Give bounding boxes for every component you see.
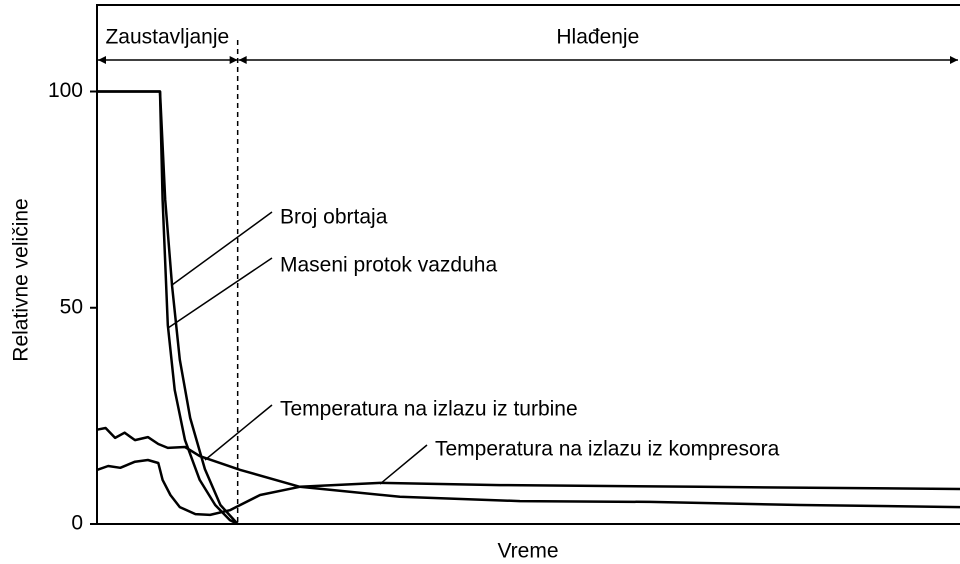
- series-label: Broj obrtaja: [280, 206, 388, 229]
- series-line: [96, 426, 960, 509]
- series-label: Temperatura na izlazu iz kompresora: [435, 438, 780, 461]
- plot-frame: [96, 4, 960, 525]
- leader-line: [167, 257, 273, 329]
- x-axis-label: Vreme: [497, 540, 558, 563]
- series-line: [97, 90, 239, 526]
- y-tick-label: 0: [71, 512, 83, 535]
- leader-line: [204, 404, 273, 461]
- y-tick-label: 50: [60, 295, 83, 318]
- leader-line: [379, 444, 428, 485]
- phase-label: Zaustavljanje: [105, 26, 229, 49]
- y-tick-label: 100: [48, 79, 83, 102]
- series-label: Maseni protok vazduha: [280, 254, 497, 277]
- series-label: Temperatura na izlazu iz turbine: [280, 398, 578, 421]
- series-line: [96, 458, 960, 517]
- y-axis-label: Relativne veličine: [10, 198, 33, 361]
- leader-lines: [167, 211, 428, 485]
- leader-line: [171, 211, 273, 286]
- phase-label: Hlađenje: [556, 26, 639, 49]
